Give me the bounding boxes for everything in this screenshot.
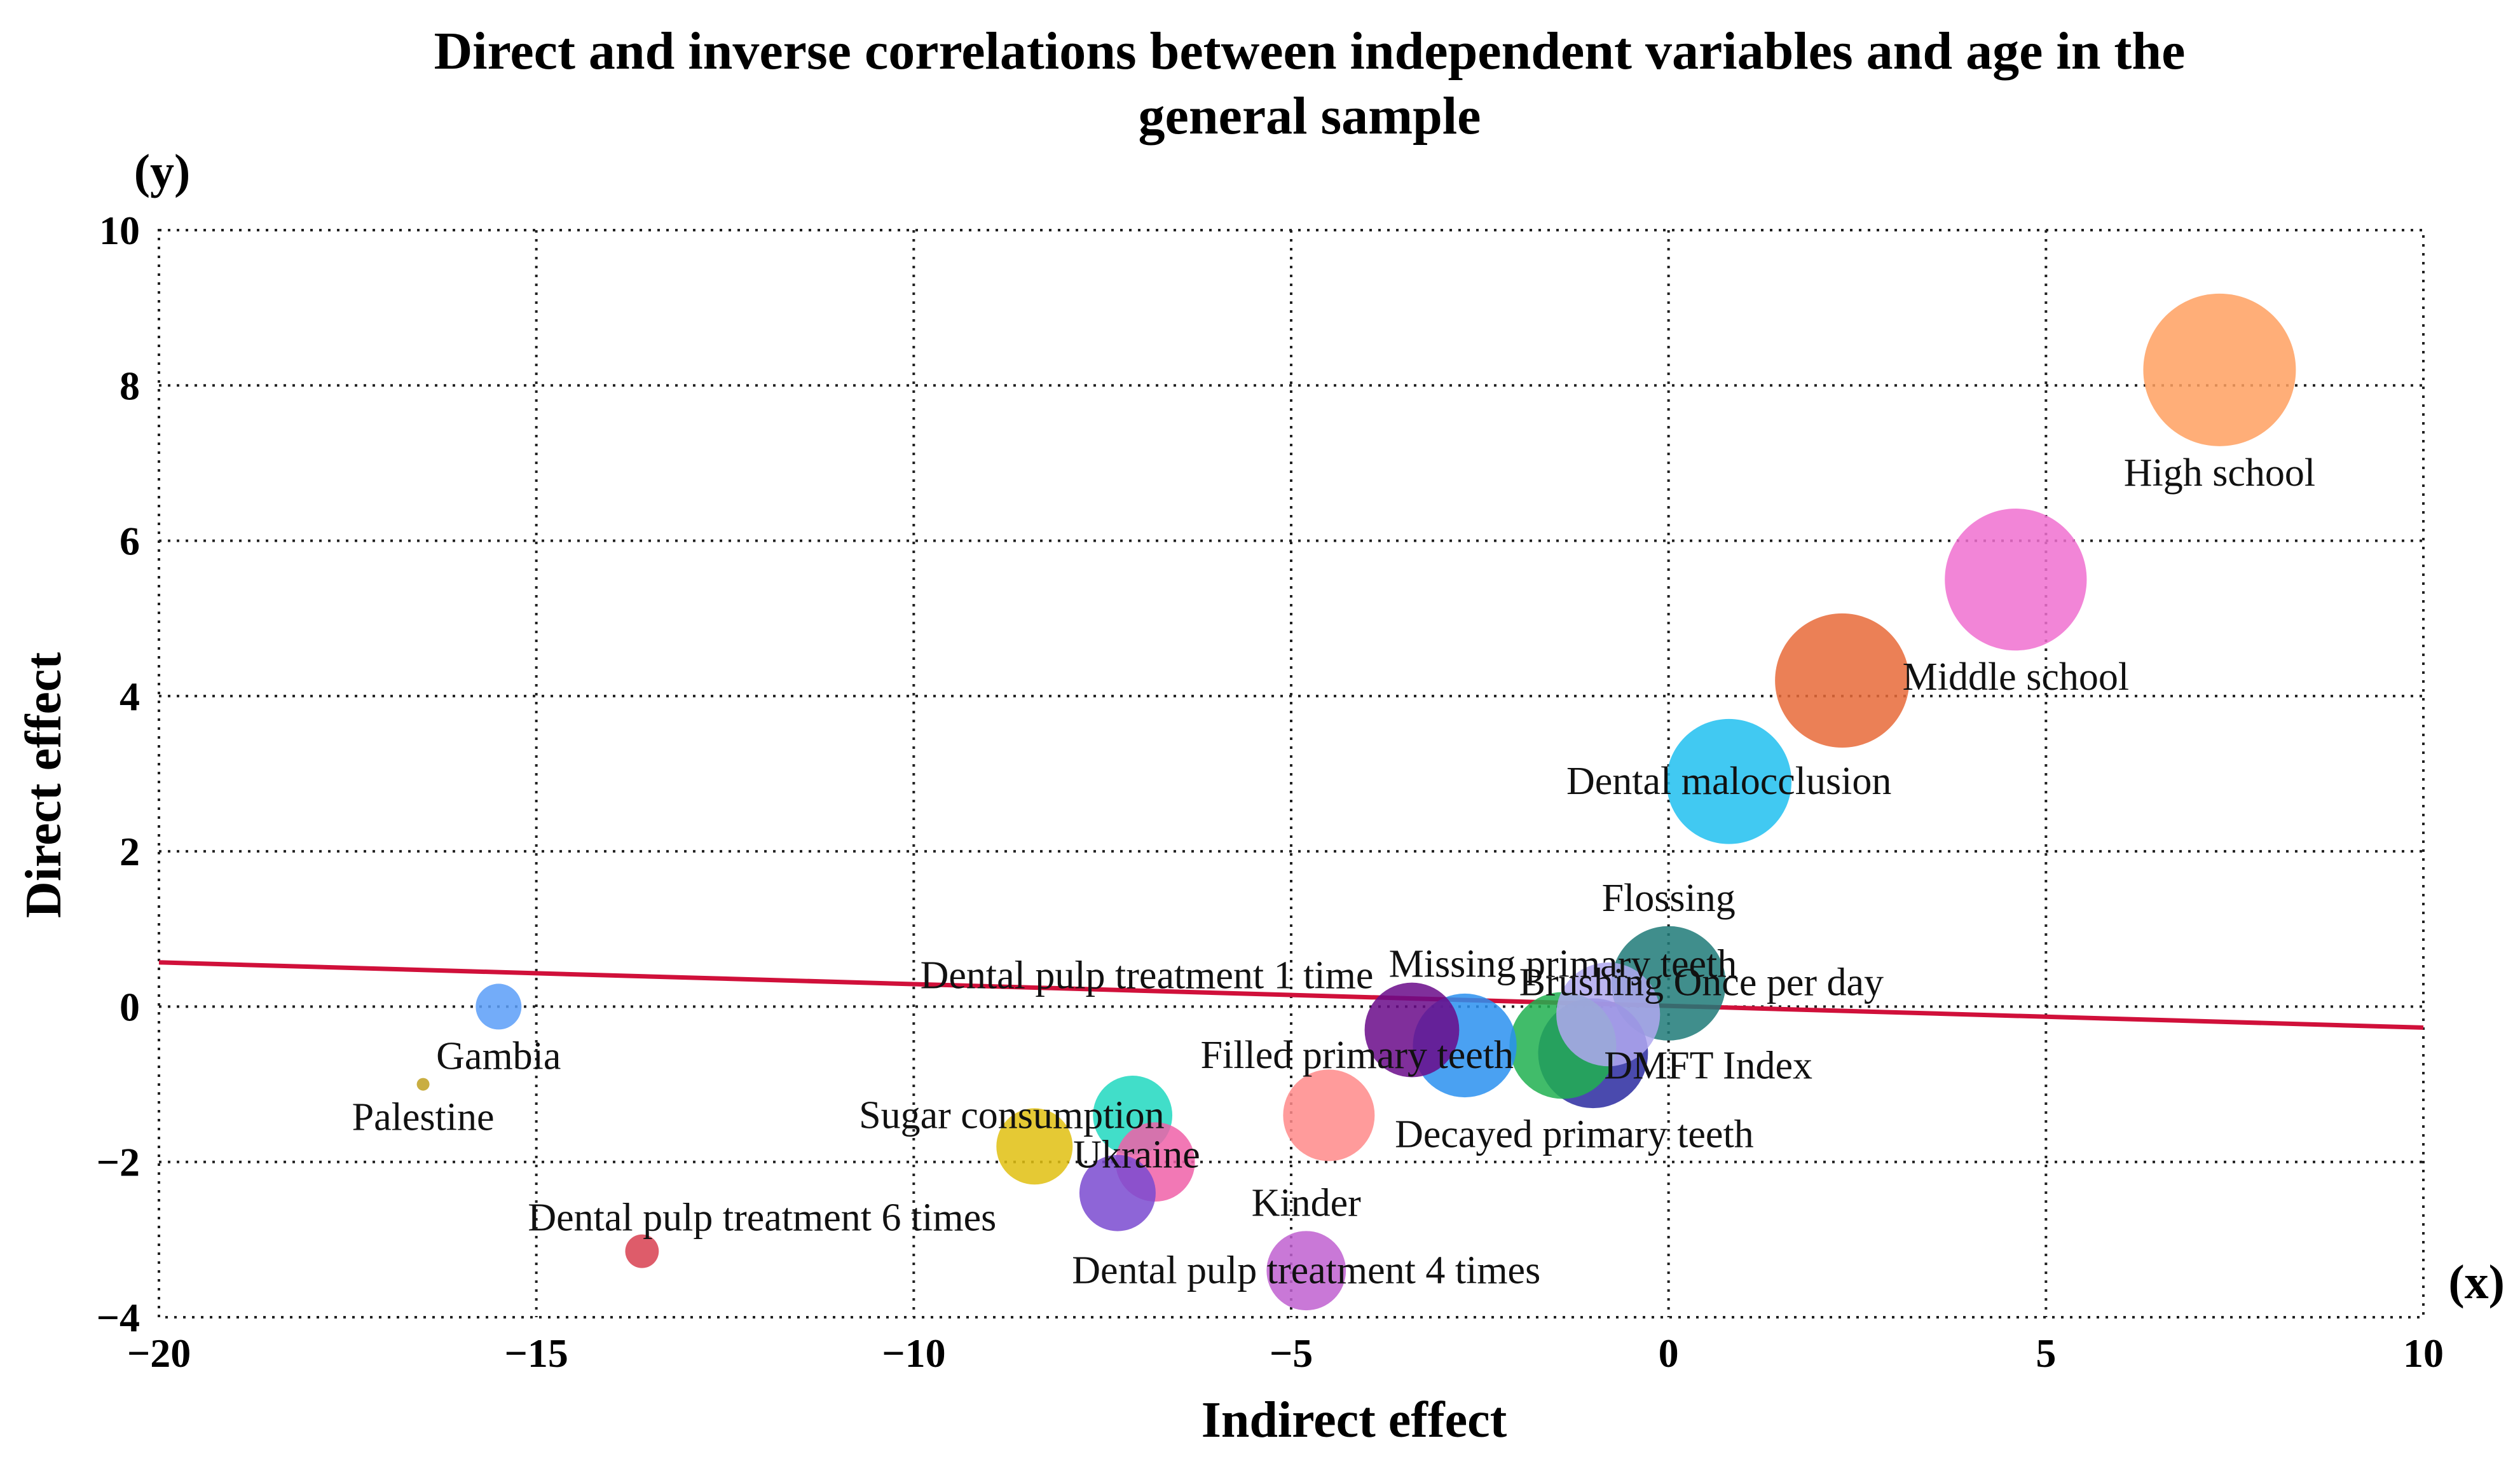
point-labels: High school Middle school Dental malocclus…	[352, 451, 2315, 1292]
point-label: Sugar consumption	[859, 1093, 1164, 1137]
x-axis-title: Indirect effect	[1202, 1392, 1507, 1448]
x-tick-label: −20	[127, 1331, 191, 1376]
bubbles	[416, 293, 2296, 1311]
y-tick-label: −2	[97, 1140, 140, 1185]
x-axis-tag: (x)	[2448, 1256, 2505, 1309]
point-label: Middle school	[1903, 655, 2129, 699]
chart-title-line-1: Direct and inverse correlations between …	[434, 22, 2186, 81]
bubble	[2143, 293, 2296, 446]
point-label: Gambia	[436, 1034, 561, 1078]
y-tick-label: 0	[120, 984, 140, 1029]
y-tick-label: 6	[120, 519, 140, 564]
point-label: Flossing	[1602, 877, 1736, 920]
point-label: Ukraine	[1073, 1134, 1200, 1177]
bubble	[476, 983, 522, 1030]
x-tick-label: 5	[2036, 1331, 2056, 1376]
bubble	[1364, 982, 1460, 1078]
x-tick-label: −5	[1270, 1331, 1313, 1376]
y-tick-label: 10	[99, 208, 140, 253]
point-label: High school	[2124, 451, 2315, 495]
bubble	[1266, 1231, 1346, 1311]
y-tick-label: 4	[120, 674, 140, 719]
x-tick-label: −15	[504, 1331, 568, 1376]
y-tick-label: −4	[97, 1295, 140, 1340]
bubble	[1775, 613, 1910, 748]
bubble	[1666, 718, 1792, 844]
point-label: Dental pulp treatment 4 times	[1072, 1249, 1540, 1292]
point-label: Dental pulp treatment 6 times	[528, 1196, 996, 1239]
chart-title-line-2: general sample	[1139, 86, 1481, 146]
point-label: DMFT Index	[1604, 1045, 1812, 1088]
y-axis-title: Direct effect	[16, 652, 72, 919]
bubble	[1079, 1154, 1156, 1231]
y-tick-label: 2	[120, 829, 140, 874]
bubble	[996, 1108, 1073, 1185]
x-tick-label: −10	[882, 1331, 945, 1376]
y-axis-tag: (y)	[134, 145, 191, 198]
x-tick-label: 0	[1659, 1331, 1679, 1376]
bubble	[1945, 509, 2087, 651]
gridlines	[159, 230, 2423, 1317]
bubble	[416, 1078, 430, 1091]
point-label: Missing primary teeth	[1389, 943, 1737, 986]
trendline	[158, 960, 2424, 1030]
point-label: Kinder	[1252, 1181, 1362, 1224]
point-label: Dental pulp treatment 1 time	[921, 954, 1374, 997]
bubble	[625, 1234, 659, 1268]
point-label: Decayed primary teeth	[1395, 1113, 1754, 1156]
point-label: Palestine	[352, 1096, 495, 1139]
x-ticks: −20 −15 −10 −5 0 5 10	[127, 1331, 2444, 1376]
x-tick-label: 10	[2403, 1331, 2444, 1376]
y-tick-label: 8	[120, 363, 140, 408]
point-label: Brushing Once per day	[1519, 961, 1884, 1004]
point-label: Dental malocclusion	[1566, 760, 1891, 803]
y-ticks: −4 −2 0 2 4 6 8 10	[97, 208, 140, 1340]
bubble	[1283, 1069, 1375, 1161]
plot-frame	[158, 229, 2425, 1319]
bubble	[1556, 962, 1661, 1067]
point-label: Filled primary teeth	[1201, 1034, 1514, 1077]
